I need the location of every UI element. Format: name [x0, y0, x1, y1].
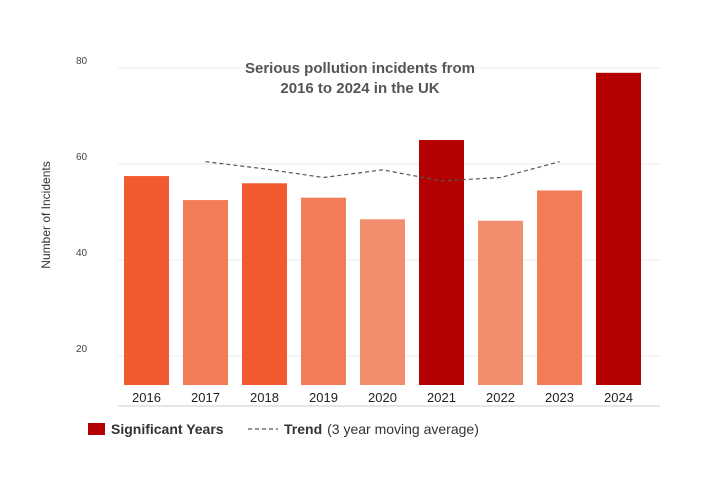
bar [183, 200, 228, 385]
y-axis-label: Number of Incidents [39, 161, 53, 268]
bar [537, 190, 582, 385]
x-tick-label: 2020 [368, 390, 397, 405]
x-tick-label: 2021 [427, 390, 456, 405]
chart-title-line-2: 2016 to 2024 in the UK [280, 80, 439, 97]
bar [301, 197, 346, 385]
x-tick-label: 2018 [250, 390, 279, 405]
x-tick-label: 2024 [604, 390, 633, 405]
y-tick-labels: 20 40 60 80 [76, 56, 88, 355]
bar [478, 220, 523, 385]
legend-trend-text: Trend (3 year moving average) [284, 421, 479, 437]
bar [596, 72, 641, 385]
y-tick-label: 60 [76, 152, 88, 163]
legend-trend-name: Trend [284, 421, 322, 437]
x-tick-label: 2016 [132, 390, 161, 405]
x-tick-label: 2023 [545, 390, 574, 405]
y-tick-label: 40 [76, 248, 88, 259]
bar [242, 183, 287, 385]
x-tick-label: 2022 [486, 390, 515, 405]
legend-significant-swatch [88, 423, 105, 435]
y-tick-label: 80 [76, 56, 88, 67]
bar [124, 176, 169, 385]
x-tick-label: 2017 [191, 390, 220, 405]
bar [360, 219, 405, 385]
chart-title-line-1: Serious pollution incidents from [245, 60, 475, 77]
x-tick-labels: 2016 2017 2018 2019 2020 2021 2022 2023 2024 [132, 390, 633, 405]
legend: Significant Years Trend (3 year moving av… [88, 421, 479, 437]
legend-trend-suffix: (3 year moving average) [327, 421, 479, 437]
bar [419, 140, 464, 385]
trend-line [205, 161, 560, 182]
x-tick-label: 2019 [309, 390, 338, 405]
bars [124, 72, 641, 385]
legend-significant-label: Significant Years [111, 421, 224, 437]
y-tick-label: 20 [76, 344, 88, 355]
trend-line-group [205, 161, 560, 182]
